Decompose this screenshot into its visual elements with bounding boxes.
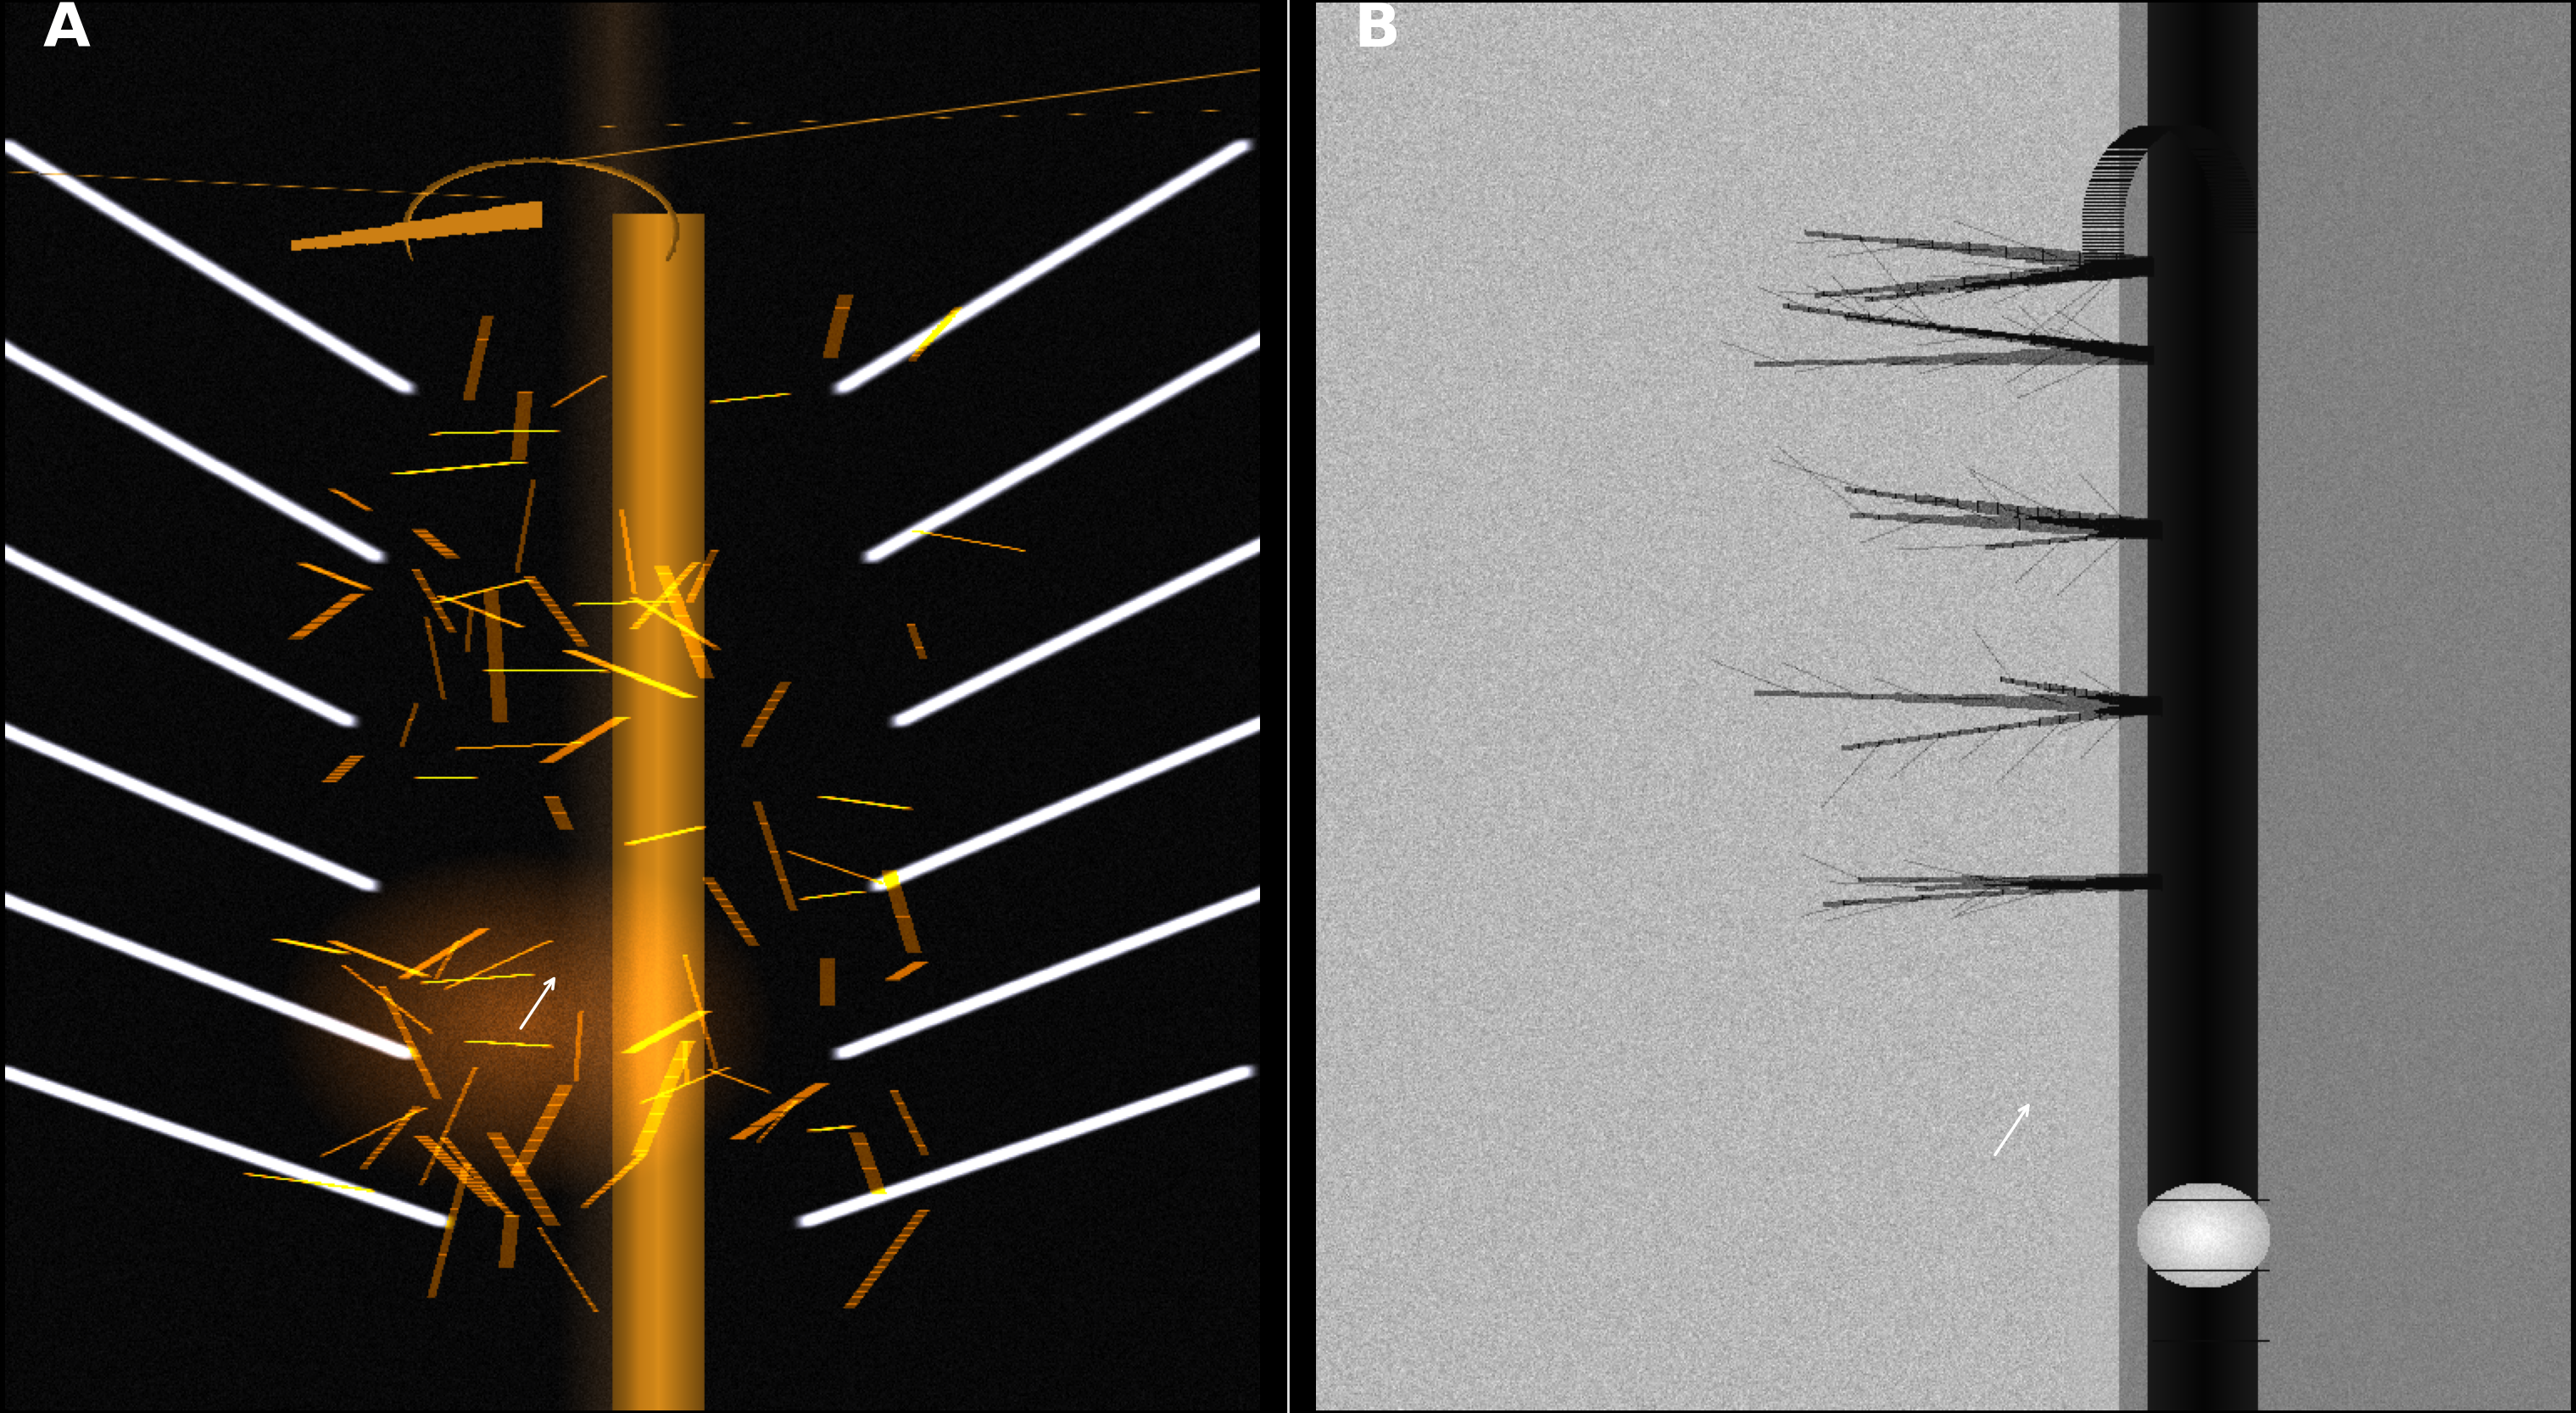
Text: B: B	[1355, 0, 1401, 59]
Text: A: A	[44, 0, 90, 59]
